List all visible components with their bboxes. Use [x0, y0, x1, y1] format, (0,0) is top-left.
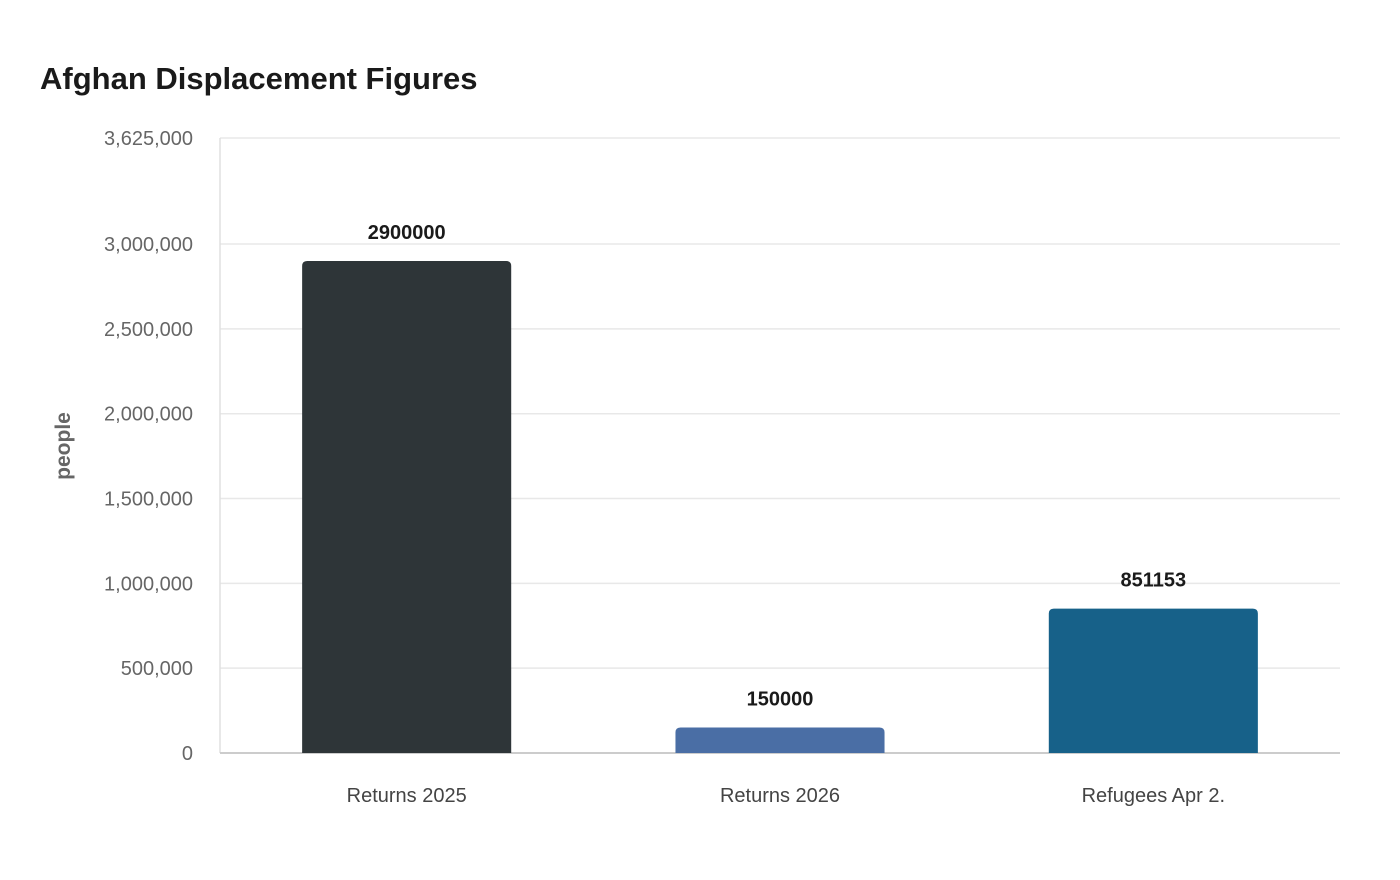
- x-axis-category-labels: Returns 2025 Returns 2026 Refugees Apr 2.: [347, 785, 1225, 807]
- bars: [302, 261, 1258, 753]
- bar-value-label: 2900000: [368, 222, 446, 244]
- y-tick-label: 1,000,000: [104, 573, 193, 595]
- bar-refugees-apr-2: [1048, 608, 1258, 753]
- y-tick-label: 3,000,000: [104, 234, 193, 256]
- bar-returns-2026: [675, 727, 885, 753]
- bar-value-labels: 2900000 150000 851153: [368, 222, 1186, 711]
- y-tick-label: 2,000,000: [104, 404, 193, 426]
- y-tick-label: 2,500,000: [104, 319, 193, 341]
- y-axis-tick-labels: 0 500,000 1,000,000 1,500,000 2,000,000 2,500…: [104, 128, 193, 765]
- x-category-label: Returns 2025: [347, 785, 467, 807]
- chart-title: Afghan Displacement Figures: [40, 61, 478, 96]
- bar-value-label: 851153: [1121, 570, 1187, 592]
- y-tick-label: 3,625,000: [104, 128, 193, 150]
- bar-returns-2025: [302, 261, 512, 753]
- y-axis-title: people: [52, 412, 75, 480]
- x-category-label: Refugees Apr 2.: [1082, 785, 1225, 807]
- x-category-label: Returns 2026: [720, 785, 840, 807]
- bar-value-label: 150000: [747, 689, 814, 711]
- y-tick-label: 1,500,000: [104, 489, 193, 511]
- y-tick-label: 500,000: [121, 658, 193, 680]
- y-tick-label: 0: [182, 743, 193, 765]
